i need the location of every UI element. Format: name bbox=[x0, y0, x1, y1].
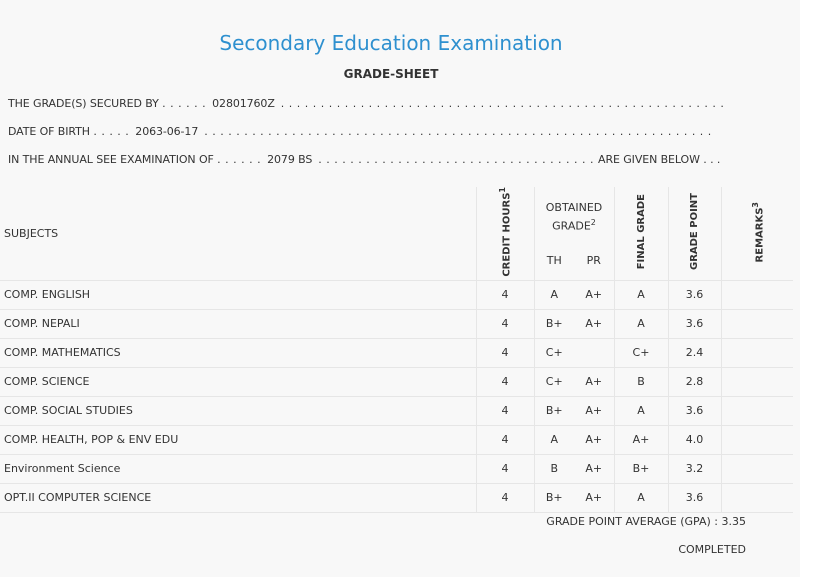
subject-cell: COMP. MATHEMATICS bbox=[0, 338, 476, 368]
credit-cell: 4 bbox=[475, 280, 534, 310]
subject-cell: COMP. SOCIAL STUDIES bbox=[0, 396, 476, 426]
credit-cell: 4 bbox=[475, 396, 534, 426]
th-cell: C+ bbox=[533, 367, 574, 397]
remarks-cell bbox=[720, 338, 793, 368]
grade-point-cell: 4.0 bbox=[667, 425, 721, 455]
grade-point-cell: 2.4 bbox=[667, 338, 721, 368]
exam-suffix: ARE GIVEN BELOW . . . bbox=[598, 153, 721, 166]
subject-cell: COMP. SCIENCE bbox=[0, 367, 476, 397]
page-margin bbox=[800, 0, 839, 577]
pr-cell: A+ bbox=[574, 396, 614, 426]
th-cell: B+ bbox=[533, 483, 574, 513]
info-dob: DATE OF BIRTH . . . . . 2063-06-17 . . .… bbox=[8, 125, 712, 138]
grade-point-cell: 3.6 bbox=[667, 309, 721, 339]
final-grade-cell: B+ bbox=[613, 454, 668, 484]
header-subjects: SUBJECTS bbox=[0, 187, 476, 281]
th-cell: C+ bbox=[533, 338, 574, 368]
pr-cell: A+ bbox=[574, 367, 614, 397]
final-grade-cell: B bbox=[613, 367, 668, 397]
grade-sheet: Secondary Education Examination GRADE-SH… bbox=[0, 31, 793, 556]
subject-cell: COMP. HEALTH, POP & ENV EDU bbox=[0, 425, 476, 455]
pr-cell: A+ bbox=[574, 454, 614, 484]
th-cell: A bbox=[533, 425, 574, 455]
grades-table: SUBJECTS CREDIT HOURS1 OBTAINED GRADE2 F… bbox=[0, 187, 793, 513]
secured-by-value: 02801760Z bbox=[212, 97, 275, 110]
remarks-cell bbox=[720, 425, 793, 455]
header-th: TH bbox=[533, 240, 574, 281]
pr-cell bbox=[574, 338, 614, 368]
gpa-summary: GRADE POINT AVERAGE (GPA) : 3.35 bbox=[546, 515, 746, 528]
grade-point-cell: 3.6 bbox=[667, 280, 721, 310]
header-pr: PR bbox=[574, 240, 614, 281]
status-text: COMPLETED bbox=[678, 543, 746, 556]
remarks-cell bbox=[720, 367, 793, 397]
credit-cell: 4 bbox=[475, 425, 534, 455]
remarks-cell bbox=[720, 280, 793, 310]
table-row: COMP. MATHEMATICS 4 C+ C+ 2.4 bbox=[0, 338, 793, 368]
table-row: COMP. NEPALI 4 B+ A+ A 3.6 bbox=[0, 309, 793, 339]
credit-cell: 4 bbox=[475, 338, 534, 368]
table-row: OPT.II COMPUTER SCIENCE 4 B+ A+ A 3.6 bbox=[0, 483, 793, 513]
grade-point-cell: 2.8 bbox=[667, 367, 721, 397]
credit-cell: 4 bbox=[475, 309, 534, 339]
final-grade-cell: A+ bbox=[613, 425, 668, 455]
grade-point-cell: 3.6 bbox=[667, 483, 721, 513]
table-row: COMP. SCIENCE 4 C+ A+ B 2.8 bbox=[0, 367, 793, 397]
remarks-cell bbox=[720, 454, 793, 484]
grade-point-cell: 3.6 bbox=[667, 396, 721, 426]
pr-cell: A+ bbox=[574, 483, 614, 513]
subject-cell: COMP. ENGLISH bbox=[0, 280, 476, 310]
remarks-cell bbox=[720, 483, 793, 513]
header-remarks: REMARKS3 bbox=[720, 187, 793, 281]
header-grade-point: GRADE POINT bbox=[667, 187, 721, 281]
remarks-cell bbox=[720, 396, 793, 426]
info-exam: IN THE ANNUAL SEE EXAMINATION OF . . . .… bbox=[8, 153, 721, 166]
remarks-cell bbox=[720, 309, 793, 339]
pr-cell: A+ bbox=[574, 309, 614, 339]
page-title: Secondary Education Examination bbox=[219, 31, 563, 55]
header-credit-hours: CREDIT HOURS1 bbox=[475, 187, 534, 281]
credit-cell: 4 bbox=[475, 367, 534, 397]
credit-cell: 4 bbox=[475, 483, 534, 513]
table-row: COMP. ENGLISH 4 A A+ A 3.6 bbox=[0, 280, 793, 310]
header-obtained-grade: OBTAINED GRADE2 bbox=[533, 187, 614, 241]
final-grade-cell: C+ bbox=[613, 338, 668, 368]
header-final-grade: FINAL GRADE bbox=[613, 187, 668, 281]
th-cell: A bbox=[533, 280, 574, 310]
table-row: COMP. HEALTH, POP & ENV EDU 4 A A+ A+ 4.… bbox=[0, 425, 793, 455]
th-cell: B+ bbox=[533, 396, 574, 426]
th-cell: B+ bbox=[533, 309, 574, 339]
credit-cell: 4 bbox=[475, 454, 534, 484]
subject-cell: OPT.II COMPUTER SCIENCE bbox=[0, 483, 476, 513]
final-grade-cell: A bbox=[613, 280, 668, 310]
subject-cell: Environment Science bbox=[0, 454, 476, 484]
final-grade-cell: A bbox=[613, 309, 668, 339]
exam-value: 2079 BS bbox=[267, 153, 313, 166]
gpa-label: GRADE POINT AVERAGE (GPA) : bbox=[546, 515, 718, 528]
final-grade-cell: A bbox=[613, 483, 668, 513]
grade-point-cell: 3.2 bbox=[667, 454, 721, 484]
exam-label: IN THE ANNUAL SEE EXAMINATION OF bbox=[8, 153, 214, 166]
dob-value: 2063-06-17 bbox=[135, 125, 199, 138]
subject-cell: COMP. NEPALI bbox=[0, 309, 476, 339]
th-cell: B bbox=[533, 454, 574, 484]
final-grade-cell: A bbox=[613, 396, 668, 426]
info-secured-by: THE GRADE(S) SECURED BY . . . . . . 0280… bbox=[8, 97, 725, 110]
table-row: Environment Science 4 B A+ B+ 3.2 bbox=[0, 454, 793, 484]
pr-cell: A+ bbox=[574, 280, 614, 310]
page-subtitle: GRADE-SHEET bbox=[343, 67, 439, 81]
table-row: COMP. SOCIAL STUDIES 4 B+ A+ A 3.6 bbox=[0, 396, 793, 426]
secured-by-label: THE GRADE(S) SECURED BY bbox=[8, 97, 159, 110]
pr-cell: A+ bbox=[574, 425, 614, 455]
gpa-value: 3.35 bbox=[721, 515, 747, 528]
dob-label: DATE OF BIRTH bbox=[8, 125, 90, 138]
